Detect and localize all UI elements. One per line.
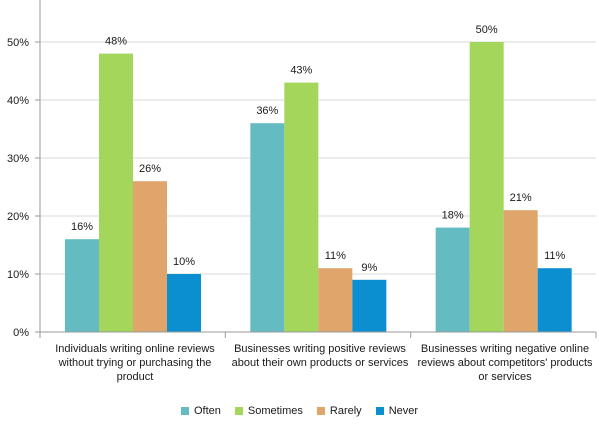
bar-often-3 bbox=[435, 227, 470, 332]
legend-item-sometimes: Sometimes bbox=[234, 405, 303, 417]
data-label: 18% bbox=[442, 210, 464, 222]
legend-swatch-never bbox=[375, 407, 384, 415]
data-label: 43% bbox=[290, 65, 312, 77]
data-label: 26% bbox=[139, 163, 161, 175]
bar-rarely-1 bbox=[133, 181, 167, 332]
bars-layer bbox=[65, 42, 572, 332]
category-label-individuals: Individuals writing online reviews witho… bbox=[55, 343, 215, 383]
legend-item-rarely: Rarely bbox=[316, 405, 362, 417]
bar-rarely-2 bbox=[318, 268, 353, 332]
data-label: 48% bbox=[105, 36, 127, 48]
bar-never-1 bbox=[167, 274, 201, 332]
data-label: 16% bbox=[71, 221, 93, 233]
legend-item-never: Never bbox=[375, 405, 419, 417]
legend-label-rarely: Rarely bbox=[329, 405, 362, 417]
bar-rarely-3 bbox=[503, 210, 538, 332]
y-tick-label: 0% bbox=[13, 327, 29, 339]
bar-sometimes-3 bbox=[469, 42, 504, 332]
legend-swatch-rarely bbox=[316, 407, 325, 415]
axis-layer: 0% 10% 20% 30% 40% 50% bbox=[7, 0, 597, 339]
bar-sometimes-1 bbox=[99, 53, 133, 332]
bar-often-2 bbox=[250, 123, 285, 332]
y-tick-label: 10% bbox=[7, 269, 29, 281]
bar-often-1 bbox=[65, 239, 99, 332]
data-label: 50% bbox=[476, 24, 498, 36]
bar-sometimes-2 bbox=[284, 82, 319, 332]
legend-item-often: Often bbox=[180, 405, 221, 417]
legend-label-never: Never bbox=[388, 405, 419, 417]
category-label-positive-reviews: Businesses writing positive reviews abou… bbox=[231, 343, 409, 369]
legend-swatch-often bbox=[180, 407, 189, 415]
legend-swatch-sometimes bbox=[234, 407, 243, 415]
data-label: 11% bbox=[325, 250, 346, 262]
bar-never-3 bbox=[537, 268, 572, 332]
bar-never-2 bbox=[352, 279, 387, 332]
category-label-negative-reviews: Businesses writing negative online revie… bbox=[417, 343, 593, 383]
chart-legend: Often Sometimes Rarely Never bbox=[0, 405, 599, 417]
data-label: 10% bbox=[173, 256, 195, 268]
legend-label-sometimes: Sometimes bbox=[247, 405, 303, 417]
y-tick-label: 40% bbox=[7, 95, 29, 107]
y-tick-label: 50% bbox=[7, 37, 29, 49]
data-label: 11% bbox=[544, 250, 565, 262]
data-label: 21% bbox=[510, 192, 532, 204]
y-tick-label: 30% bbox=[7, 153, 29, 165]
data-label: 36% bbox=[256, 105, 278, 117]
y-tick-label: 20% bbox=[7, 211, 29, 223]
data-label: 9% bbox=[361, 262, 377, 274]
legend-label-often: Often bbox=[193, 405, 221, 417]
data-labels-layer: 16% 36% 18% 48% 43% 50% 26% 11% 21% 10% 9% 11% bbox=[71, 24, 565, 274]
